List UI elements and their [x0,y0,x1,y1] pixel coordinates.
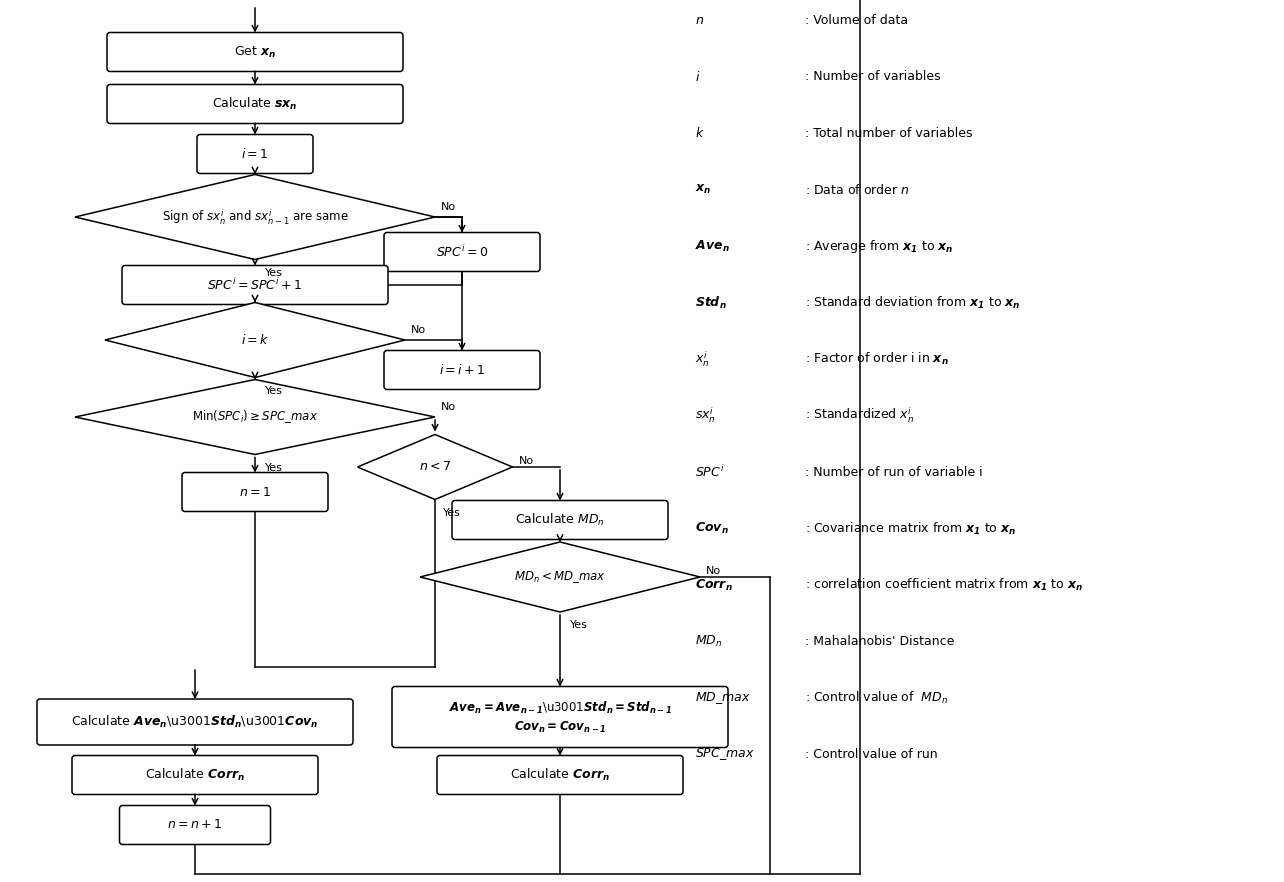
Text: $i = 1$: $i = 1$ [241,147,268,161]
FancyBboxPatch shape [182,473,327,512]
Text: $\bfit{Cov}_n$: $\bfit{Cov}_n$ [695,521,729,536]
Text: : Control value of run: : Control value of run [805,748,937,761]
Text: : Number of variables: : Number of variables [805,70,941,83]
FancyBboxPatch shape [119,805,271,844]
Text: $MD\_max$: $MD\_max$ [695,690,751,706]
Text: : correlation coefficient matrix from $\bfit{x}_1$ to $\bfit{x}_n$: : correlation coefficient matrix from $\… [805,577,1084,593]
Text: : Total number of variables: : Total number of variables [805,126,972,139]
Polygon shape [74,379,435,454]
Text: : Data of order $n$: : Data of order $n$ [805,183,909,197]
Text: $SPC^i = 0$: $SPC^i = 0$ [435,244,488,260]
Text: $\bfit{Ave}_n = \bfit{Ave}_{n-1}$\u3001$\bfit{Std}_n = \bfit{Std}_{n-1}$: $\bfit{Ave}_n = \bfit{Ave}_{n-1}$\u3001$… [448,700,672,716]
FancyBboxPatch shape [122,265,388,304]
FancyBboxPatch shape [107,85,403,123]
Text: $\bfit{Ave}_n$: $\bfit{Ave}_n$ [695,238,729,253]
Text: : Number of run of variable i: : Number of run of variable i [805,466,982,479]
Text: No: No [440,402,456,412]
Text: Get $\bfit{x}_n$: Get $\bfit{x}_n$ [234,44,276,60]
Text: $i = k$: $i = k$ [241,333,270,347]
Text: $SPC^i = SPC^i + 1$: $SPC^i = SPC^i + 1$ [208,277,303,293]
Text: $SPC\_max$: $SPC\_max$ [695,746,755,762]
Text: Sign of $sx_n^i$ and $sx_{n-1}^i$ are same: Sign of $sx_n^i$ and $sx_{n-1}^i$ are sa… [162,207,348,227]
Text: : Covariance matrix from $\bfit{x}_1$ to $\bfit{x}_n$: : Covariance matrix from $\bfit{x}_1$ to… [805,520,1017,536]
Text: $n = n + 1$: $n = n + 1$ [167,818,222,832]
Polygon shape [74,175,435,259]
Text: Yes: Yes [570,620,588,630]
Text: No: No [411,325,426,335]
Text: Yes: Yes [265,462,282,473]
Text: : Factor of order i in $\bfit{x}_n$: : Factor of order i in $\bfit{x}_n$ [805,351,949,367]
Text: $\bfit{x}_n$: $\bfit{x}_n$ [695,183,711,196]
Text: Yes: Yes [265,267,282,278]
Text: Calculate $\bfit{Ave}_n$\u3001$\bfit{Std}_n$\u3001$\bfit{Cov}_n$: Calculate $\bfit{Ave}_n$\u3001$\bfit{Std… [71,714,318,730]
Text: $n = 1$: $n = 1$ [239,485,271,498]
Text: $MD_n$: $MD_n$ [695,634,723,649]
FancyBboxPatch shape [384,233,541,272]
Text: Calculate $\bfit{Corr}_n$: Calculate $\bfit{Corr}_n$ [510,767,610,783]
Text: : Average from $\bfit{x}_1$ to $\bfit{x}_n$: : Average from $\bfit{x}_1$ to $\bfit{x}… [805,237,954,255]
Text: $\bfit{Corr}_n$: $\bfit{Corr}_n$ [695,578,733,593]
Text: : Standardized $x_n^i$: : Standardized $x_n^i$ [805,406,914,425]
Text: Yes: Yes [265,385,282,395]
FancyBboxPatch shape [37,699,353,745]
Text: $\bfit{Cov}_n = \bfit{Cov}_{n-1}$: $\bfit{Cov}_n = \bfit{Cov}_{n-1}$ [514,720,606,735]
Text: $SPC^i$: $SPC^i$ [695,464,724,480]
Text: Calculate $\bfit{s}\bfit{x}_n$: Calculate $\bfit{s}\bfit{x}_n$ [212,96,298,112]
Polygon shape [105,303,404,377]
FancyBboxPatch shape [107,33,403,71]
FancyBboxPatch shape [437,756,683,795]
Text: $x_n^i$: $x_n^i$ [695,349,710,369]
Text: Calculate $MD_n$: Calculate $MD_n$ [515,512,605,528]
FancyBboxPatch shape [72,756,318,795]
Text: $n < 7$: $n < 7$ [419,460,451,474]
Text: $n$: $n$ [695,13,704,26]
Text: No: No [440,202,456,212]
Text: Calculate $\bfit{Corr}_n$: Calculate $\bfit{Corr}_n$ [145,767,245,783]
Text: $k$: $k$ [695,126,705,140]
Text: : Control value of  $MD_n$: : Control value of $MD_n$ [805,690,948,706]
Text: $\bfit{Std}_n$: $\bfit{Std}_n$ [695,295,727,310]
Text: $i$: $i$ [695,70,700,84]
Text: $sx_n^i$: $sx_n^i$ [695,406,716,425]
Text: No: No [519,456,534,466]
Polygon shape [420,542,700,612]
Text: : Volume of data: : Volume of data [805,13,908,26]
Text: No: No [706,566,722,576]
FancyBboxPatch shape [196,134,313,174]
Text: $i = i + 1$: $i = i + 1$ [439,363,485,377]
FancyBboxPatch shape [452,500,668,540]
FancyBboxPatch shape [392,686,728,748]
FancyBboxPatch shape [384,350,541,390]
Text: $MD_n < MD\_max$: $MD_n < MD\_max$ [514,569,606,585]
Polygon shape [357,435,512,499]
Text: $\mathrm{Min}(SPC_i) \geq SPC\_max$: $\mathrm{Min}(SPC_i) \geq SPC\_max$ [191,408,318,425]
Text: : Standard deviation from $\bfit{x}_1$ to $\bfit{x}_n$: : Standard deviation from $\bfit{x}_1$ t… [805,295,1021,310]
Text: Yes: Yes [443,507,461,518]
Text: : Mahalanobis' Distance: : Mahalanobis' Distance [805,635,954,648]
